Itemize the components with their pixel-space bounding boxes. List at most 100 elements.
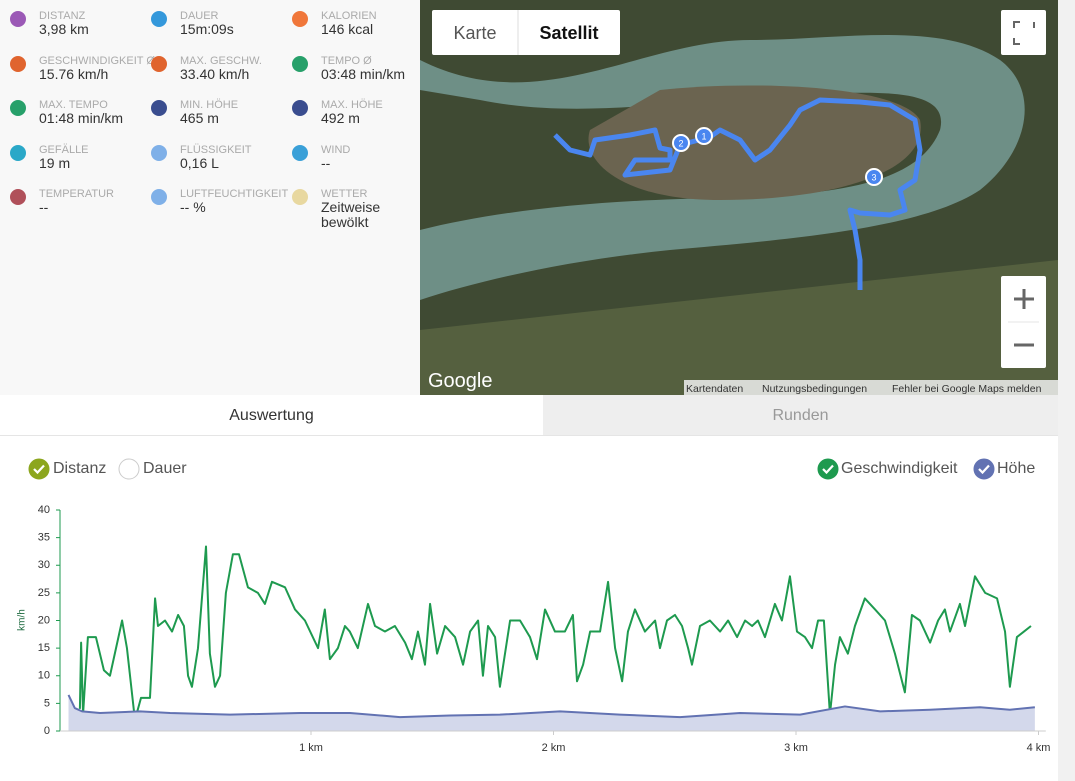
stat-value: -- % bbox=[180, 199, 206, 215]
stat-value: 33.40 km/h bbox=[180, 65, 250, 82]
route-marker bbox=[672, 134, 690, 152]
stat-icon bbox=[292, 144, 308, 161]
map-controls: Karte Satellit Google 1 2 3 Kartendaten Nutzung… bbox=[428, 10, 1058, 395]
stat-value: 03:48 min/km bbox=[321, 65, 406, 82]
x-tick-label: 4 km bbox=[1027, 742, 1051, 754]
map-type-box bbox=[432, 10, 620, 55]
map-footer-link[interactable]: Fehler bei Google Maps melden bbox=[892, 383, 1042, 395]
stat-label: MAX. TEMPO bbox=[39, 99, 108, 111]
tabs: Auswertung Runden bbox=[0, 395, 1058, 436]
y-tick-label: 25 bbox=[38, 587, 50, 599]
stat-icon bbox=[292, 100, 308, 116]
stat-icon bbox=[151, 144, 167, 161]
stat-value: 0,16 L bbox=[180, 154, 219, 171]
y-tick-label: 40 bbox=[38, 504, 50, 516]
y-tick-label: 0 bbox=[44, 725, 50, 737]
stat-label: GEFÄLLE bbox=[39, 143, 89, 156]
stat-value: 146 kcal bbox=[321, 21, 374, 37]
stat-label: MAX. HÖHE bbox=[321, 99, 383, 111]
river bbox=[420, 35, 1025, 300]
stat-icon bbox=[10, 189, 26, 205]
stat-icon bbox=[151, 55, 167, 72]
stat-icon bbox=[10, 144, 26, 161]
stat-value: -- bbox=[321, 154, 331, 171]
tab[interactable]: Runden bbox=[543, 395, 1058, 435]
stat-label: FLÜSSIGKEIT bbox=[180, 143, 252, 156]
stat-icon bbox=[10, 100, 26, 116]
stat-value: 492 m bbox=[321, 110, 360, 126]
tab[interactable]: Auswertung bbox=[0, 395, 543, 435]
stat-value: -- bbox=[39, 199, 49, 215]
stats-panel: DISTANZ 3,98 km DAUER 15m:09s KALORIEN 146 kc… bbox=[0, 0, 420, 395]
stat-label: TEMPO Ø bbox=[321, 54, 372, 67]
fullscreen-icon bbox=[1013, 21, 1035, 45]
stat-label: GESCHWINDIGKEIT Ø bbox=[39, 54, 155, 67]
map-button[interactable]: Karte bbox=[453, 23, 496, 43]
stat-label: MAX. GESCHW. bbox=[180, 54, 262, 67]
x-tick-label: 2 km bbox=[542, 742, 566, 754]
stat-label: DAUER bbox=[180, 10, 219, 22]
stat-value: Zeitweise bewölkt bbox=[321, 199, 381, 230]
stat-label: TEMPERATUR bbox=[39, 188, 114, 200]
route-marker bbox=[695, 127, 713, 145]
chart: Distanz Dauer Geschwindigkeit Höhe 0 5 10 15 20 2… bbox=[17, 458, 1051, 754]
stat-label: WETTER bbox=[321, 188, 368, 200]
legend-label: Höhe bbox=[997, 460, 1035, 477]
stat-icon bbox=[292, 55, 308, 72]
legend-checkbox[interactable] bbox=[973, 458, 995, 480]
line bbox=[67, 694, 1035, 719]
check-icon bbox=[978, 464, 990, 475]
stat-icon bbox=[151, 189, 167, 205]
map-footer-link[interactable]: Nutzungsbedingungen bbox=[762, 383, 867, 395]
stat-icon bbox=[292, 189, 308, 205]
marker-label: 3 bbox=[871, 173, 876, 183]
land bbox=[420, 260, 1058, 395]
x-tick-label: 3 km bbox=[784, 742, 808, 754]
x-mode-label: Distanz bbox=[53, 460, 106, 477]
legend-label: Geschwindigkeit bbox=[841, 460, 958, 477]
stat-icon bbox=[151, 11, 167, 27]
area bbox=[68, 694, 1035, 731]
map-footer bbox=[684, 380, 1058, 395]
map-footer-link[interactable]: Kartendaten bbox=[686, 383, 743, 395]
stat-icon bbox=[10, 55, 26, 72]
stat-value: 19 m bbox=[39, 154, 71, 171]
stat-value: 15m:09s bbox=[180, 21, 234, 37]
y-tick-label: 35 bbox=[38, 532, 50, 544]
y-tick-label: 10 bbox=[38, 670, 50, 682]
x-tick-label: 1 km bbox=[299, 742, 323, 754]
stat-value: 01:48 min/km bbox=[39, 110, 124, 126]
map-button[interactable]: Satellit bbox=[539, 23, 598, 43]
y-tick-label: 20 bbox=[38, 614, 50, 626]
legend-checkbox[interactable] bbox=[817, 458, 839, 480]
stat-label: KALORIEN bbox=[321, 10, 377, 22]
route-marker bbox=[865, 168, 883, 186]
x-mode-checkbox[interactable] bbox=[118, 458, 140, 480]
route bbox=[553, 97, 923, 290]
stat-value: 15.76 km/h bbox=[39, 65, 109, 82]
stat-value: 3,98 km bbox=[39, 21, 89, 37]
marker-label: 2 bbox=[678, 139, 683, 149]
y-tick-label: 5 bbox=[44, 697, 50, 709]
check-icon bbox=[33, 464, 45, 475]
scrollbar bbox=[1058, 0, 1075, 781]
google-logo: Google bbox=[428, 370, 493, 392]
y-tick-label: 15 bbox=[38, 642, 50, 654]
x-mode-checkbox[interactable] bbox=[28, 458, 50, 480]
fullscreen-button[interactable] bbox=[1001, 10, 1046, 55]
stat-icon bbox=[292, 11, 308, 27]
check-icon bbox=[822, 464, 834, 475]
stat-label: DISTANZ bbox=[39, 10, 86, 22]
stat-icon bbox=[10, 11, 26, 27]
stat-icon bbox=[151, 100, 167, 116]
zoom-in[interactable] bbox=[1014, 289, 1034, 309]
map[interactable]: Karte Satellit Google 1 2 3 Kartendaten Nutzung… bbox=[420, 0, 1058, 395]
stat-value: 465 m bbox=[180, 110, 219, 126]
line bbox=[78, 545, 1032, 721]
stat-label: WIND bbox=[321, 143, 351, 156]
y-axis-label: km/h bbox=[17, 609, 28, 631]
stat-label: MIN. HÖHE bbox=[180, 99, 239, 111]
stat-label: LUFTFEUCHTIGKEIT bbox=[180, 188, 289, 200]
y-tick-label: 30 bbox=[38, 559, 50, 571]
